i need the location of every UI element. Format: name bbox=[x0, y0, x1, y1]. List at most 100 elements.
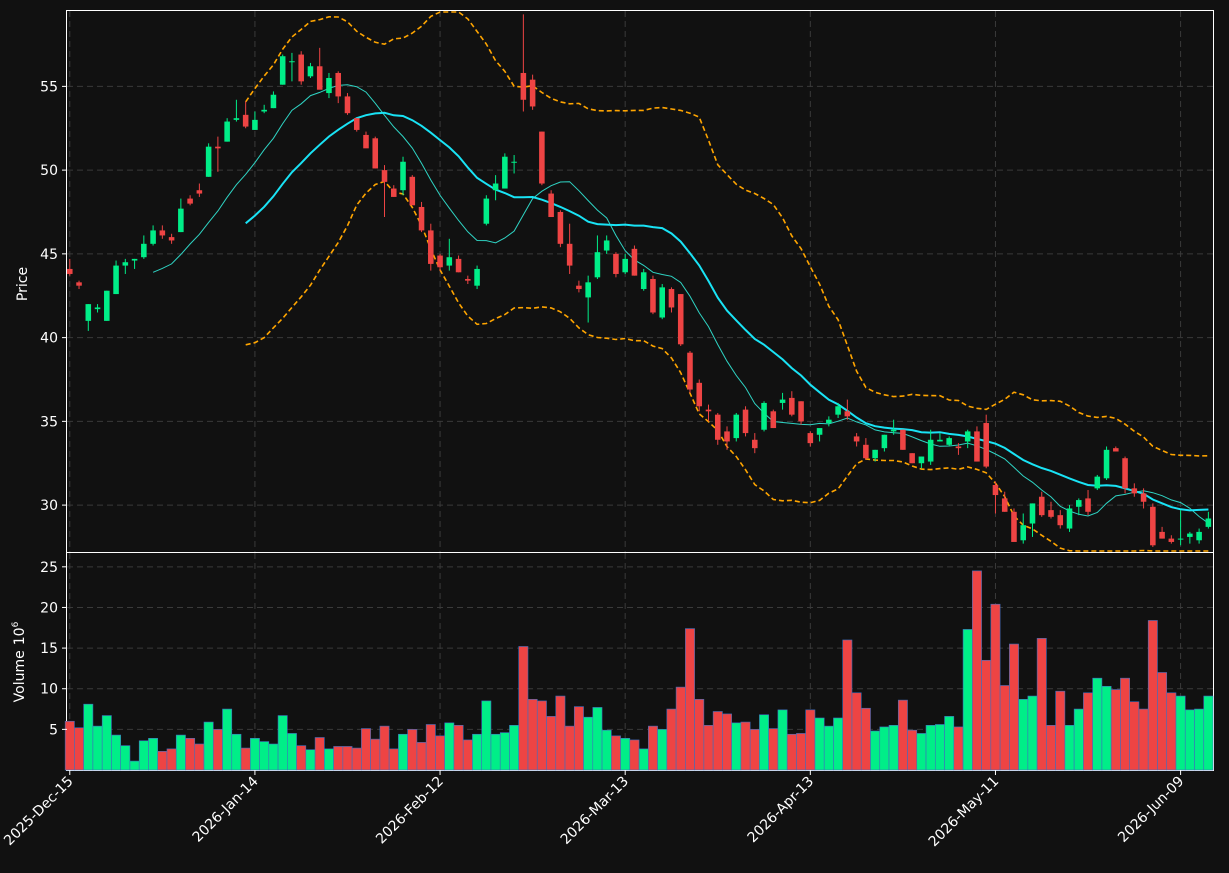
candle-body bbox=[937, 439, 943, 442]
candle-body bbox=[733, 414, 740, 439]
volume-bar bbox=[1092, 677, 1103, 771]
volume-bar bbox=[1009, 643, 1019, 771]
volume-bar bbox=[490, 733, 501, 771]
volume-y-tick-label: 25 bbox=[40, 560, 58, 576]
candle-body bbox=[566, 243, 573, 266]
volume-bar bbox=[83, 703, 94, 771]
candle-body bbox=[1140, 493, 1147, 502]
volume-bar bbox=[860, 707, 871, 771]
volume-bar bbox=[333, 746, 344, 771]
candle-body bbox=[474, 268, 480, 286]
candle-body bbox=[150, 230, 156, 244]
candle-body bbox=[789, 397, 795, 415]
volume-bar bbox=[314, 737, 325, 771]
candle-body bbox=[1085, 498, 1091, 512]
candle-body bbox=[381, 170, 388, 182]
candle-body bbox=[1205, 518, 1212, 527]
price-y-tick-label: 40 bbox=[40, 331, 58, 347]
candle-body bbox=[640, 272, 647, 290]
candle-body bbox=[492, 183, 499, 191]
volume-bar bbox=[851, 692, 862, 771]
candle-body bbox=[557, 211, 564, 244]
volume-bar bbox=[305, 749, 316, 771]
candle-body bbox=[465, 278, 471, 281]
volume-axis-label-base: 10 bbox=[12, 627, 28, 645]
candle-body bbox=[159, 230, 166, 236]
candle-body bbox=[1196, 531, 1202, 541]
volume-axis-label: Volume 106 bbox=[11, 621, 28, 702]
volume-bar bbox=[620, 738, 631, 771]
volume-bar bbox=[361, 728, 371, 771]
volume-bar bbox=[944, 716, 955, 771]
candle-body bbox=[252, 119, 258, 130]
volume-bar bbox=[203, 721, 214, 771]
candle-body bbox=[1038, 496, 1045, 516]
volume-bar bbox=[814, 717, 825, 771]
candle-body bbox=[714, 414, 721, 440]
volume-bar bbox=[92, 725, 103, 771]
volume-bar bbox=[786, 733, 797, 771]
volume-bar bbox=[749, 729, 760, 771]
volume-bar bbox=[287, 733, 297, 771]
volume-bar bbox=[1064, 724, 1075, 771]
volume-bar bbox=[499, 732, 510, 771]
volume-bar bbox=[1120, 677, 1130, 771]
candle-body bbox=[909, 453, 915, 464]
volume-bar bbox=[342, 746, 353, 771]
volume-bar bbox=[842, 639, 853, 771]
candle-body bbox=[974, 431, 980, 462]
candle-body bbox=[770, 411, 777, 429]
volume-bar bbox=[425, 724, 436, 771]
volume-bar bbox=[249, 738, 260, 771]
volume-bar bbox=[1055, 690, 1066, 771]
candle-body bbox=[742, 409, 749, 434]
volume-bar bbox=[629, 739, 640, 771]
volume-bar bbox=[175, 734, 186, 771]
candle-body bbox=[603, 240, 610, 251]
candle-body bbox=[67, 268, 73, 274]
volume-bar bbox=[1184, 709, 1195, 771]
volume-bar bbox=[990, 603, 1001, 771]
volume-bar bbox=[1101, 685, 1112, 771]
candle-body bbox=[927, 439, 934, 462]
candle-body bbox=[659, 287, 665, 318]
candle-body bbox=[900, 429, 906, 450]
candle-body bbox=[511, 161, 517, 163]
volume-bar bbox=[231, 733, 242, 771]
volume-bar bbox=[472, 733, 483, 771]
volume-bar bbox=[527, 698, 538, 771]
candle-body bbox=[187, 198, 193, 204]
volume-bar bbox=[934, 724, 945, 771]
volume-bar bbox=[925, 724, 936, 771]
candle-body bbox=[724, 431, 730, 442]
candle-body bbox=[261, 109, 267, 112]
volume-bar bbox=[953, 726, 964, 771]
volume-bar bbox=[351, 747, 362, 771]
candle-body bbox=[816, 428, 823, 435]
volume-bar bbox=[573, 706, 584, 771]
candle-body bbox=[1168, 538, 1175, 542]
candle-body bbox=[353, 118, 360, 130]
volume-bar bbox=[740, 721, 751, 771]
candle-body bbox=[196, 190, 203, 194]
candle-body bbox=[428, 230, 434, 264]
candle-body bbox=[298, 54, 304, 82]
candle-body bbox=[270, 94, 277, 109]
candle-body bbox=[752, 439, 758, 449]
volume-bar bbox=[379, 725, 390, 771]
candle-body bbox=[890, 429, 897, 432]
candle-body bbox=[622, 258, 628, 273]
price-y-ticks: 30 35 40 45 50 55 bbox=[40, 79, 67, 514]
candle-body bbox=[835, 406, 841, 415]
volume-bar bbox=[555, 695, 566, 771]
volume-bar bbox=[1157, 672, 1168, 771]
candle-body bbox=[372, 138, 379, 169]
candle-body bbox=[705, 409, 712, 412]
volume-bar bbox=[1194, 708, 1205, 771]
volume-bar bbox=[1046, 724, 1056, 771]
candle-body bbox=[224, 121, 230, 142]
volume-bar bbox=[1018, 698, 1029, 771]
candle-body bbox=[1020, 525, 1027, 541]
candle-body bbox=[696, 382, 703, 407]
